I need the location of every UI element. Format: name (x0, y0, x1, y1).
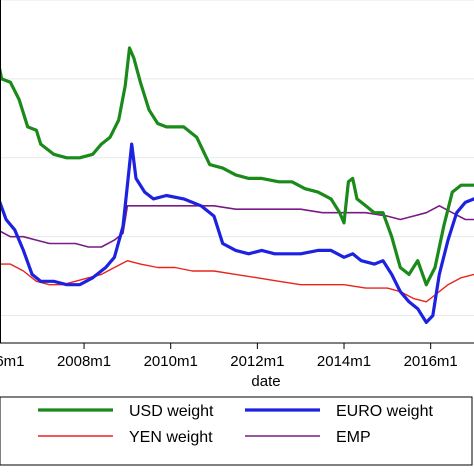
legend-label-yen-weight: YEN weight (129, 429, 213, 446)
x-tick-label-4: 2014m1 (317, 353, 371, 370)
x-tick-label-1: 2008m1 (57, 353, 111, 370)
series-layer (0, 46, 474, 324)
x-tick-label-3: 2012m1 (230, 353, 284, 370)
legend-label-emp: EMP (336, 429, 371, 446)
legend: USD weight EURO weight YEN weight EMP (0, 396, 473, 466)
x-axis-label: date (251, 373, 280, 390)
x-tick-label-0: 2006m1 (0, 353, 25, 370)
legend-label-euro-weight: EURO weight (336, 403, 433, 420)
x-tick-label-2: 2010m1 (144, 353, 198, 370)
legend-label-usd-weight: USD weight (129, 403, 214, 420)
series-line-euro-weight (0, 142, 474, 324)
legend-items: USD weight EURO weight YEN weight EMP (38, 403, 433, 446)
x-axis-ticks: 2006m1 2008m1 2010m1 2012m1 2014m1 2016m1 (0, 343, 458, 370)
series-line-usd-weight (0, 46, 474, 287)
x-tick-label-5: 2016m1 (404, 353, 458, 370)
legend-box (0, 396, 473, 466)
